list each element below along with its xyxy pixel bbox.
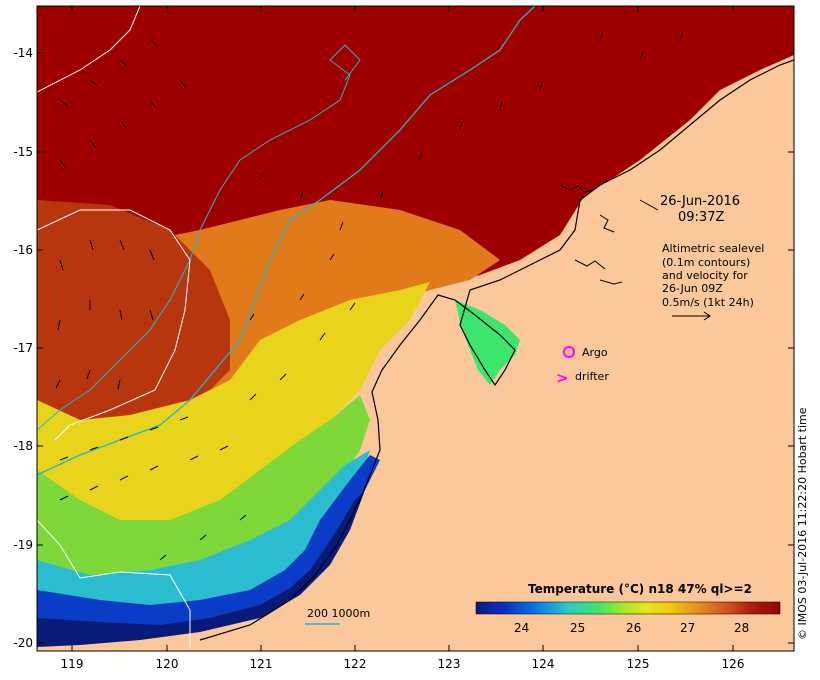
sst-green-region [37, 395, 370, 628]
altimetry-legend: Altimetric sealevel (0.1m contours) and … [662, 242, 764, 309]
legend-line: (0.1m contours) [662, 256, 750, 269]
sealevel-contour [37, 519, 191, 648]
bathymetry-contour-200m [37, 6, 536, 476]
y-tick-label: -14 [13, 46, 33, 60]
colorbar-tick: 24 [514, 621, 529, 635]
x-tick-label: 119 [61, 657, 84, 671]
bathymetry-contour-1000m [37, 44, 361, 431]
y-tick-label: -16 [13, 243, 33, 257]
x-tick-label: 122 [344, 657, 367, 671]
drifter-label: drifter [575, 370, 609, 383]
plot-frame [36, 5, 795, 652]
sst-gulf-inlet [455, 300, 520, 385]
colorbar [475, 601, 781, 615]
x-tick-label: 121 [250, 657, 273, 671]
sealevel-contour [37, 209, 191, 441]
scale-arrow-icon [672, 311, 711, 321]
colorbar-title: Temperature (°C) n18 47% ql>=2 [528, 582, 752, 596]
legend-line: 26-Jun 09Z [662, 282, 723, 295]
drifter-marker-icon: > [556, 369, 569, 387]
y-axis-labels: -14 -15 -16 -17 -18 -19 -20 [13, 46, 33, 650]
x-tick-label: 125 [627, 657, 650, 671]
colorbar-tick: 27 [680, 621, 695, 635]
time-label: 09:37Z [678, 210, 724, 225]
sealevel-contour [37, 6, 141, 93]
colorbar-tick-labels: 24 25 26 27 28 [514, 621, 749, 635]
sst-deep-blue-band [37, 490, 365, 647]
argo-label: Argo [582, 346, 608, 359]
date-label: 26-Jun-2016 [660, 194, 740, 209]
credit-text: © IMOS 03-Jul-2016 11:22:20 Hobart time [796, 407, 809, 641]
legend-line: and velocity for [662, 269, 748, 282]
y-tick-label: -19 [13, 538, 33, 552]
legend-line: Altimetric sealevel [662, 242, 764, 255]
x-tick-label: 126 [722, 657, 745, 671]
y-tick-label: -15 [13, 145, 33, 159]
coastline [199, 59, 794, 641]
sst-dark-orange-patch [37, 200, 230, 435]
velocity-arrows [55, 31, 684, 561]
argo-marker-icon [563, 346, 575, 358]
date-pointer-line [639, 199, 659, 211]
colorbar-tick: 26 [626, 621, 641, 635]
x-tick-label: 120 [156, 657, 179, 671]
legend-line: 0.5m/s (1kt 24h) [662, 296, 754, 309]
y-tick-label: -18 [13, 439, 33, 453]
colorbar-tick: 25 [570, 621, 585, 635]
axis-ticks [37, 6, 794, 651]
y-tick-label: -17 [13, 341, 33, 355]
kimberley-coast-inlets [559, 184, 623, 285]
colorbar-tick: 28 [734, 621, 749, 635]
x-axis-labels: 119 120 121 122 123 124 125 126 [61, 657, 745, 671]
y-tick-label: -20 [13, 636, 33, 650]
x-tick-label: 124 [532, 657, 555, 671]
x-tick-label: 123 [438, 657, 461, 671]
bathymetry-label: 200 1000m [307, 607, 370, 620]
